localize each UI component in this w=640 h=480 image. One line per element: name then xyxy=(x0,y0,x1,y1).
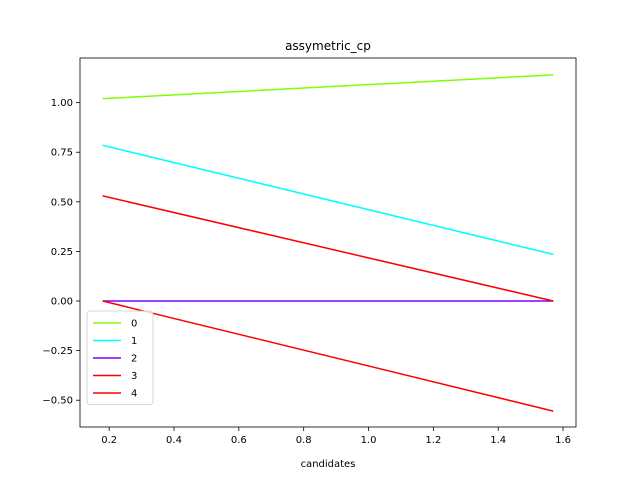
legend-label-3: 3 xyxy=(131,371,137,382)
y-tick-label: 1.00 xyxy=(51,98,73,109)
x-tick-label: 0.4 xyxy=(166,435,182,446)
legend-label-1: 1 xyxy=(131,336,137,347)
y-tick-label: 0.50 xyxy=(51,197,73,208)
axes-frame xyxy=(79,57,577,428)
x-tick-label: 1.0 xyxy=(361,435,377,446)
y-tick-label: 0.75 xyxy=(51,148,73,159)
series-line-4 xyxy=(102,300,554,412)
x-tick-label: 1.6 xyxy=(555,435,571,446)
series-line-0 xyxy=(102,74,554,100)
y-tick-label: −0.50 xyxy=(42,396,73,407)
legend-label-2: 2 xyxy=(131,354,137,365)
legend-label-0: 0 xyxy=(131,319,137,330)
chart-title: assymetric_cp xyxy=(285,39,371,53)
y-tick-label: −0.25 xyxy=(42,346,73,357)
x-tick-label: 0.6 xyxy=(231,435,247,446)
y-tick-label: 0.25 xyxy=(51,247,73,258)
x-tick-label: 0.8 xyxy=(296,435,312,446)
legend-label-4: 4 xyxy=(131,389,137,400)
x-tick-label: 1.4 xyxy=(490,435,506,446)
x-tick-label: 1.2 xyxy=(425,435,441,446)
x-axis-label: candidates xyxy=(301,459,356,470)
y-tick-label: 0.00 xyxy=(51,297,73,308)
series-line-3 xyxy=(102,195,554,302)
plot-area: 0.2 0.4 0.6 0.8 1.0 1.2 1.4 1.6 −0.50 −0.25 0.00 0.… xyxy=(42,57,577,446)
x-tick-label: 0.2 xyxy=(101,435,117,446)
series-line-1 xyxy=(102,144,554,256)
